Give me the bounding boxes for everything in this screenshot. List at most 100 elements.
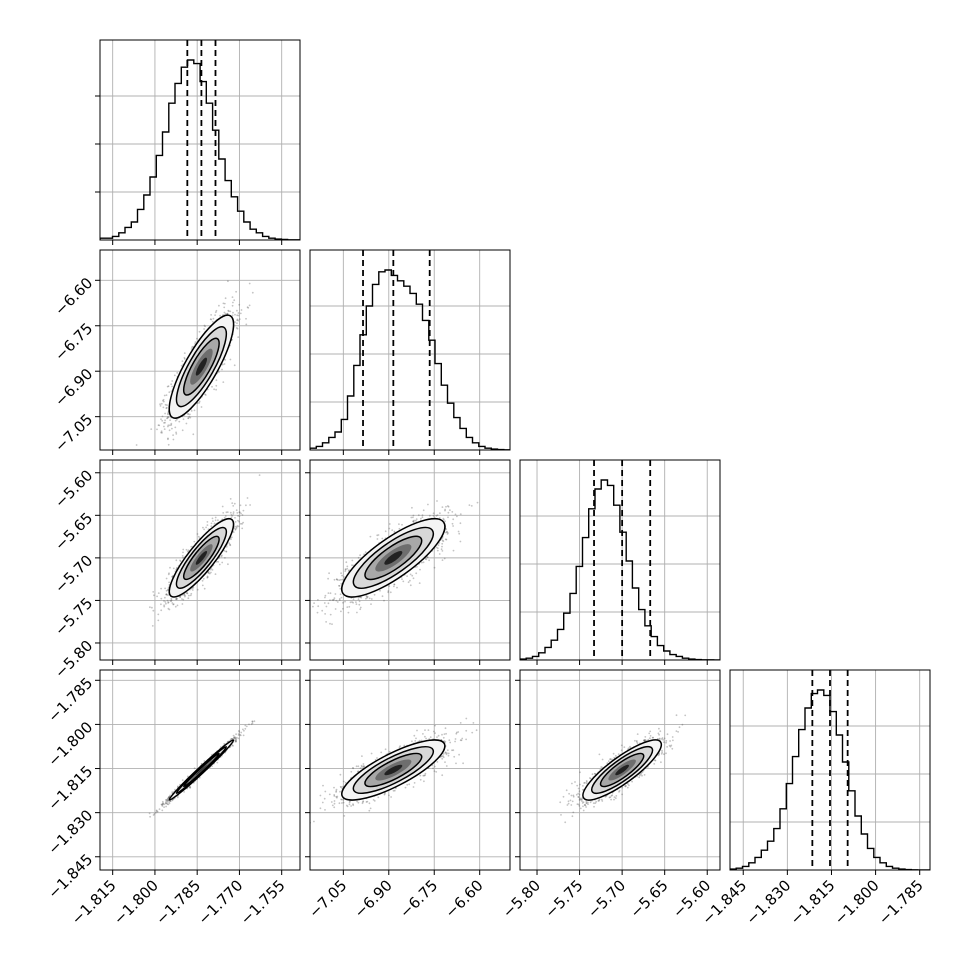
- sample-point: [340, 610, 342, 613]
- sample-point: [235, 739, 238, 741]
- sample-point: [226, 312, 229, 315]
- y-tick-label: −5.60: [51, 466, 96, 511]
- sample-point: [416, 565, 418, 568]
- sample-point: [160, 402, 163, 405]
- sample-point: [412, 520, 415, 523]
- sample-point: [441, 550, 444, 552]
- sample-point: [251, 722, 254, 724]
- grid: [100, 40, 300, 240]
- sample-point: [243, 729, 245, 732]
- sample-point: [420, 517, 422, 520]
- x-tick-label: −1.770: [195, 876, 247, 928]
- sample-point: [179, 559, 181, 562]
- sample-point: [432, 512, 435, 515]
- sample-point: [215, 379, 218, 382]
- sample-point: [204, 325, 207, 328]
- sample-point: [214, 573, 217, 575]
- sample-point: [435, 514, 438, 517]
- sample-point: [237, 733, 240, 735]
- sample-point: [196, 588, 199, 591]
- sample-point: [409, 579, 411, 582]
- sample-point: [342, 798, 345, 801]
- sample-point: [175, 598, 178, 601]
- panel-frame: [99, 39, 301, 241]
- sample-point: [325, 621, 327, 623]
- sample-point: [432, 514, 435, 517]
- sample-point: [165, 802, 168, 805]
- sample-point: [357, 556, 360, 559]
- sample-point: [415, 572, 418, 575]
- sample-point: [149, 465, 151, 467]
- sample-point: [607, 760, 610, 763]
- sample-point: [436, 500, 438, 502]
- sample-point: [654, 759, 656, 761]
- sample-point: [235, 527, 238, 529]
- sample-point: [335, 795, 338, 798]
- sample-point: [219, 314, 222, 317]
- sample-point: [343, 576, 345, 578]
- sample-point: [413, 521, 415, 524]
- sample-point: [454, 738, 457, 740]
- sample-point: [391, 529, 394, 531]
- sample-point: [240, 731, 243, 734]
- scatter-2-0: [149, 474, 261, 627]
- sample-point: [231, 304, 234, 307]
- sample-point: [209, 318, 212, 321]
- sample-point: [410, 516, 413, 519]
- sample-point: [236, 525, 239, 527]
- sample-point: [172, 438, 175, 441]
- sample-point: [229, 738, 232, 741]
- sample-point: [422, 733, 424, 735]
- sample-point: [244, 724, 247, 727]
- sample-point: [238, 318, 241, 320]
- sample-point: [329, 592, 332, 595]
- sample-point: [415, 518, 418, 520]
- sample-point: [380, 751, 383, 754]
- sample-point: [198, 330, 201, 333]
- sample-point: [582, 805, 584, 808]
- sample-point: [161, 800, 164, 803]
- sample-point: [432, 730, 435, 733]
- sample-point: [166, 799, 169, 802]
- contour-0: [168, 517, 235, 598]
- sample-point: [157, 592, 160, 594]
- sample-point: [459, 722, 462, 724]
- x-tick-label: −1.755: [237, 876, 289, 928]
- panel-2-1: [305, 459, 511, 665]
- sample-point: [251, 720, 254, 723]
- sample-point: [210, 522, 213, 525]
- sample-point: [235, 290, 238, 293]
- sample-point: [327, 592, 330, 594]
- sample-point: [160, 597, 163, 600]
- sample-point: [316, 611, 319, 614]
- sample-point: [221, 363, 224, 366]
- sample-point: [418, 582, 421, 584]
- sample-point: [179, 596, 182, 598]
- sample-point: [211, 765, 214, 767]
- sample-point: [359, 606, 362, 609]
- sample-point: [233, 736, 236, 739]
- sample-point: [376, 757, 378, 759]
- sample-point: [363, 765, 366, 768]
- sample-point: [608, 796, 611, 799]
- sample-point: [223, 516, 226, 519]
- sample-point: [165, 407, 168, 410]
- sample-point: [412, 516, 414, 519]
- sample-point: [368, 809, 371, 812]
- sample-point: [234, 740, 237, 743]
- sample-point: [317, 599, 319, 601]
- sample-point: [239, 312, 242, 315]
- contour-2: [364, 535, 423, 581]
- sample-point: [175, 433, 178, 435]
- sample-point: [193, 767, 196, 770]
- sample-point: [166, 404, 168, 406]
- sample-point: [456, 515, 458, 518]
- sample-point: [348, 569, 350, 572]
- sample-point: [437, 544, 440, 546]
- sample-point: [188, 415, 191, 418]
- sample-point: [369, 807, 372, 810]
- sample-point: [165, 589, 168, 592]
- sample-point: [471, 731, 474, 734]
- sample-point: [241, 514, 244, 516]
- sample-point: [344, 600, 346, 603]
